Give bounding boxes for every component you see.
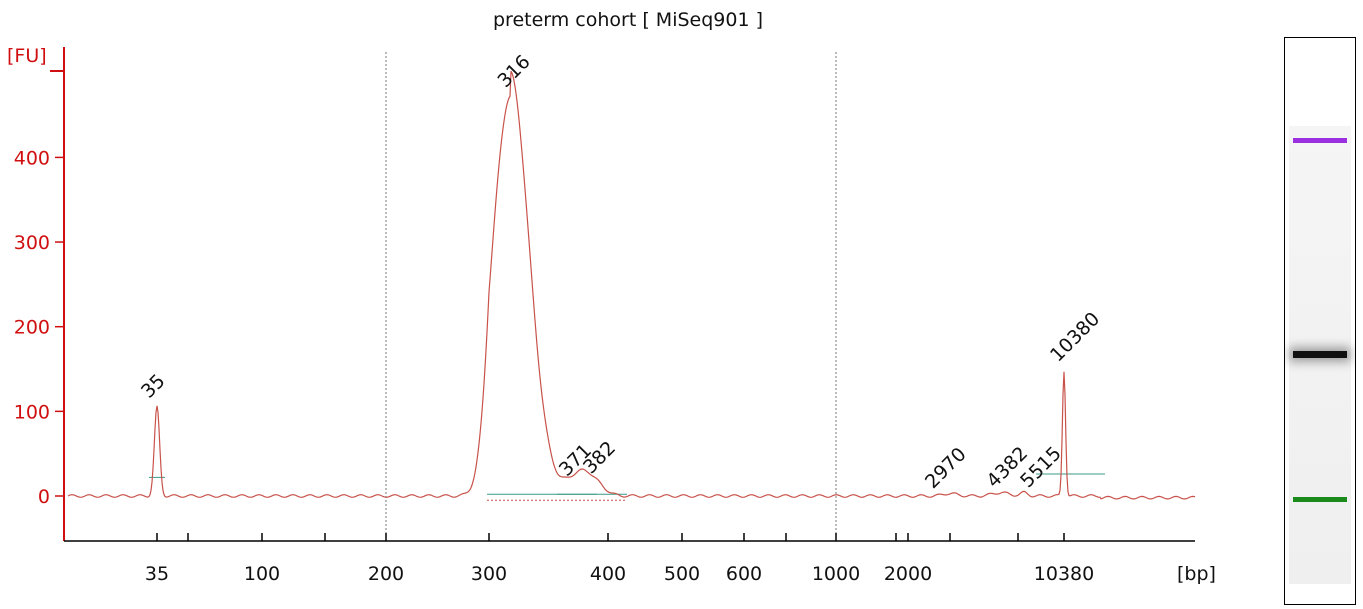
y-axis-ticks: 0 100 200 300 400 bbox=[14, 147, 64, 508]
electropherogram-chart: preterm cohort [ MiSeq901 ] [FU] [bp] 0 1… bbox=[7, 9, 1216, 585]
y-tick-label: 400 bbox=[14, 147, 50, 169]
x-axis-unit-label: [bp] bbox=[1177, 563, 1216, 585]
x-tick-label: 600 bbox=[726, 563, 762, 585]
x-tick-label: 300 bbox=[471, 563, 507, 585]
fluorescence-trace bbox=[67, 70, 1196, 500]
x-tick-label: 2000 bbox=[884, 563, 932, 585]
x-tick-label: 500 bbox=[664, 563, 700, 585]
grid-lines bbox=[385, 52, 837, 541]
peak-label: 35 bbox=[137, 370, 170, 403]
y-tick-label: 200 bbox=[14, 317, 50, 339]
y-axis-unit-label: [FU] bbox=[7, 45, 47, 67]
peak-label: 382 bbox=[579, 437, 620, 478]
gel-lane-background bbox=[1289, 126, 1351, 584]
gel-band bbox=[1293, 497, 1347, 502]
x-tick-label: 200 bbox=[368, 563, 404, 585]
x-tick-label: 10380 bbox=[1034, 563, 1094, 585]
gel-band bbox=[1293, 138, 1347, 143]
peak-baselines bbox=[149, 473, 1105, 501]
peak-label: 10380 bbox=[1046, 308, 1104, 366]
x-tick-label: 100 bbox=[244, 563, 280, 585]
x-tick-label: 400 bbox=[590, 563, 626, 585]
y-tick-label: 100 bbox=[14, 401, 50, 423]
y-tick-label: 300 bbox=[14, 232, 50, 254]
axes bbox=[50, 47, 1195, 542]
x-axis-ticks: 35 100 200 300 400 500 600 1000 2000 10380 bbox=[145, 533, 1094, 585]
peak-label: 2970 bbox=[921, 443, 971, 493]
y-tick-label: 0 bbox=[38, 486, 50, 508]
x-tick-label: 35 bbox=[145, 563, 169, 585]
chart-title: preterm cohort [ MiSeq901 ] bbox=[493, 9, 763, 31]
gel-band bbox=[1293, 351, 1347, 358]
x-tick-label: 1000 bbox=[812, 563, 860, 585]
peak-label: 316 bbox=[493, 51, 534, 92]
virtual-gel-lane bbox=[1284, 37, 1356, 605]
